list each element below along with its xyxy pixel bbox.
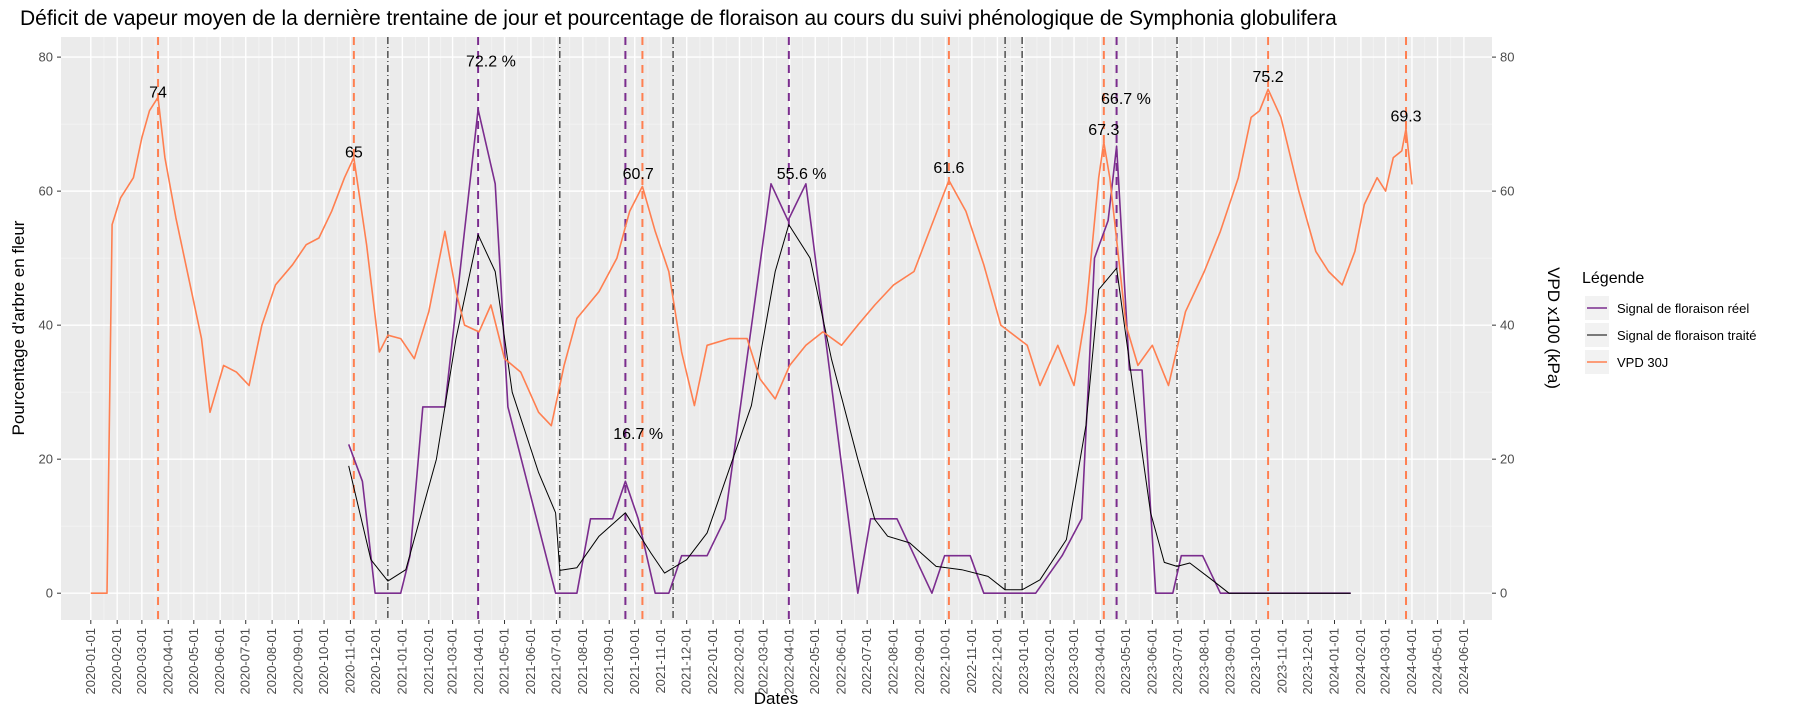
x-tick-label: 2023-04-01 xyxy=(1092,628,1107,695)
x-tick-label: 2024-05-01 xyxy=(1430,628,1445,695)
x-tick-label: 2023-06-01 xyxy=(1144,628,1159,695)
x-tick-label: 2023-12-01 xyxy=(1300,628,1315,695)
y2-tick-label: 20 xyxy=(1500,452,1514,467)
x-tick-label: 2022-06-01 xyxy=(834,628,849,695)
x-tick-label: 2023-01-01 xyxy=(1016,628,1031,695)
x-tick-label: 2021-12-01 xyxy=(679,628,694,695)
x-tick-label: 2024-03-01 xyxy=(1378,628,1393,695)
grid-minor xyxy=(61,37,1492,620)
x-tick-label: 2024-01-01 xyxy=(1327,628,1342,695)
x-tick-label: 2020-08-01 xyxy=(264,628,279,695)
x-tick-label: 2023-07-01 xyxy=(1170,628,1185,695)
x-tick-label: 2024-04-01 xyxy=(1404,628,1419,695)
x-tick-label: 2021-01-01 xyxy=(394,628,409,695)
x-tick-label: 2020-02-01 xyxy=(109,628,124,695)
x-tick-label: 2022-04-01 xyxy=(782,628,797,695)
x-tick-label: 2021-05-01 xyxy=(497,628,512,695)
annotation-label: 55.6 % xyxy=(777,166,827,183)
peak-annotations: 74 65 72.2 % 60.7 16.7 % 55.6 % 61.6 67.3 66.7 %… xyxy=(149,53,1422,443)
annotation-label: 74 xyxy=(149,84,167,101)
x-tick-label: 2021-07-01 xyxy=(548,628,563,695)
legend: Légende Signal de floraison réel Signal d… xyxy=(1582,270,1756,374)
y-tick-label: 40 xyxy=(39,318,53,333)
x-tick-label: 2022-03-01 xyxy=(755,628,770,695)
x-tick-label: 2024-06-01 xyxy=(1456,628,1471,695)
x-tick-label: 2022-02-01 xyxy=(732,628,747,695)
y-axis-left: 0 20 40 60 80 xyxy=(39,50,61,601)
x-tick-label: 2021-04-01 xyxy=(471,628,486,695)
legend-label: VPD 30J xyxy=(1617,355,1668,370)
annotation-label: 67.3 xyxy=(1088,122,1119,139)
x-axis-title: Dates xyxy=(754,689,798,708)
legend-label: Signal de floraison réel xyxy=(1617,301,1749,316)
x-tick-label: 2022-08-01 xyxy=(886,628,901,695)
y-tick-label: 60 xyxy=(39,184,53,199)
y2-tick-label: 40 xyxy=(1500,318,1514,333)
x-tick-label: 2022-11-01 xyxy=(964,628,979,694)
x-tick-label: 2022-05-01 xyxy=(807,628,822,695)
x-tick-label: 2021-11-01 xyxy=(653,628,668,694)
x-tick-label: 2024-02-01 xyxy=(1353,628,1368,695)
annotation-label: 72.2 % xyxy=(466,53,516,70)
y-tick-label: 80 xyxy=(39,50,53,65)
annotation-label: 65 xyxy=(345,145,363,162)
x-tick-label: 2022-12-01 xyxy=(989,628,1004,695)
x-tick-label: 2023-09-01 xyxy=(1223,628,1238,695)
x-tick-label: 2023-02-01 xyxy=(1042,628,1057,695)
x-tick-label: 2020-07-01 xyxy=(238,628,253,695)
x-tick-label: 2020-06-01 xyxy=(212,628,227,695)
y-axis-left-title: Pourcentage d'arbre en fleur xyxy=(9,220,28,435)
x-tick-label: 2023-05-01 xyxy=(1118,628,1133,695)
x-tick-label: 2020-09-01 xyxy=(291,628,306,695)
x-tick-label: 2023-11-01 xyxy=(1275,628,1290,694)
y-tick-label: 20 xyxy=(39,452,53,467)
y2-tick-label: 80 xyxy=(1500,50,1514,65)
x-axis: 2020-01-01 2020-02-01 2020-03-01 2020-04-01… xyxy=(83,620,1471,695)
annotation-label: 69.3 xyxy=(1390,108,1421,125)
annotation-label: 66.7 % xyxy=(1101,91,1151,108)
x-tick-label: 2021-02-01 xyxy=(421,628,436,695)
x-tick-label: 2020-04-01 xyxy=(160,628,175,695)
series-line-vpd xyxy=(90,88,1413,595)
x-tick-label: 2021-03-01 xyxy=(445,628,460,695)
x-tick-label: 2020-12-01 xyxy=(368,628,383,695)
annotation-label: 61.6 xyxy=(933,160,964,177)
annotation-label: 75.2 xyxy=(1253,69,1284,86)
x-tick-label: 2022-07-01 xyxy=(859,628,874,695)
x-tick-label: 2020-05-01 xyxy=(186,628,201,695)
x-tick-label: 2023-10-01 xyxy=(1248,628,1263,695)
x-tick-label: 2022-01-01 xyxy=(705,628,720,695)
series-line-floraison-traite xyxy=(348,224,1351,594)
x-tick-label: 2020-11-01 xyxy=(342,628,357,694)
annotation-label: 60.7 xyxy=(623,166,654,183)
series-line-floraison-reel xyxy=(347,108,1351,595)
y2-tick-label: 60 xyxy=(1500,184,1514,199)
y-axis-right-title: VPD x100 (kPa) xyxy=(1544,267,1563,389)
x-tick-label: 2023-08-01 xyxy=(1196,628,1211,695)
x-tick-label: 2022-09-01 xyxy=(912,628,927,695)
x-tick-label: 2022-10-01 xyxy=(938,628,953,695)
x-tick-label: 2020-10-01 xyxy=(316,628,331,695)
legend-title: Légende xyxy=(1582,270,1644,287)
y-tick-label: 0 xyxy=(46,586,53,601)
series-lines xyxy=(90,88,1413,595)
x-tick-label: 2021-09-01 xyxy=(601,628,616,695)
grid-major xyxy=(61,37,1492,620)
x-tick-label: 2021-06-01 xyxy=(523,628,538,695)
x-tick-label: 2021-08-01 xyxy=(575,628,590,695)
x-tick-label: 2020-03-01 xyxy=(134,628,149,695)
y-axis-right: 0 20 40 60 80 xyxy=(1492,50,1514,601)
legend-label: Signal de floraison traité xyxy=(1617,328,1756,343)
x-tick-label: 2021-10-01 xyxy=(627,628,642,695)
annotation-label: 16.7 % xyxy=(613,426,663,443)
y2-tick-label: 0 xyxy=(1500,586,1507,601)
chart-title: Déficit de vapeur moyen de la dernière t… xyxy=(20,7,1337,30)
x-tick-label: 2020-01-01 xyxy=(83,628,98,695)
x-tick-label: 2023-03-01 xyxy=(1066,628,1081,695)
